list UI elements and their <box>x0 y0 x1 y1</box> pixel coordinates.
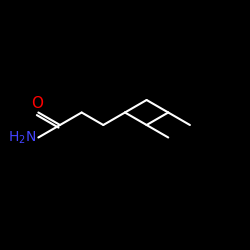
Text: H$_2$N: H$_2$N <box>8 129 36 146</box>
Text: O: O <box>31 96 43 111</box>
